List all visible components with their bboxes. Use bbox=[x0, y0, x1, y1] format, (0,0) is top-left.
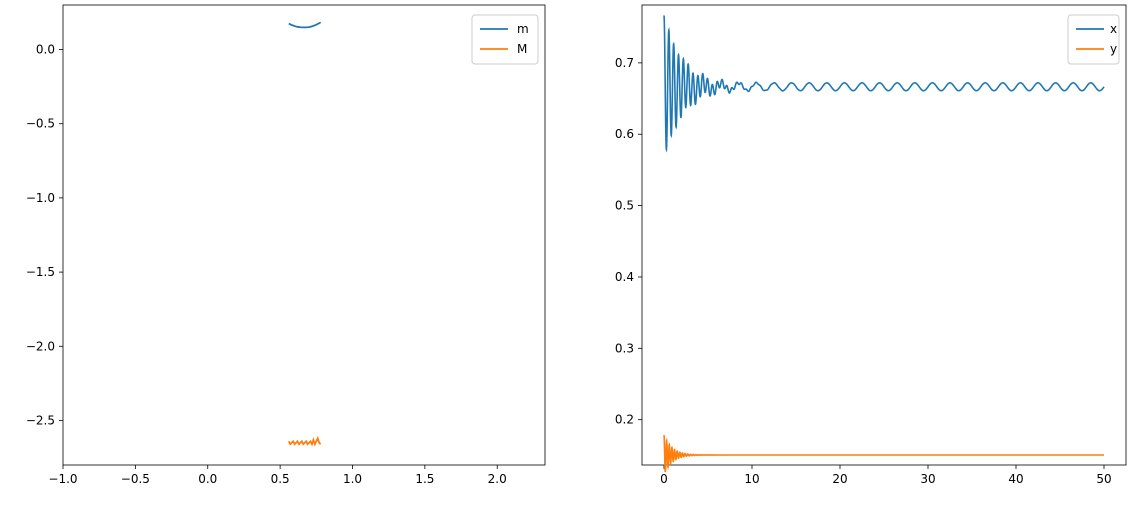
left-xtick-label: −1.0 bbox=[48, 472, 77, 486]
right-xtick-label: 40 bbox=[1008, 472, 1023, 486]
right-ytick-label: 0.4 bbox=[615, 270, 634, 284]
right-legend-label-y: y bbox=[1110, 42, 1117, 56]
right-ytick-label: 0.7 bbox=[615, 56, 634, 70]
left-xtick-label: −0.5 bbox=[121, 472, 150, 486]
left-xtick-label: 0.5 bbox=[271, 472, 290, 486]
right-xtick-label: 50 bbox=[1096, 472, 1111, 486]
right-xtick-label: 20 bbox=[832, 472, 847, 486]
right-xtick-label: 10 bbox=[744, 472, 759, 486]
left-legend: m M bbox=[471, 14, 539, 65]
left-legend-box bbox=[471, 14, 539, 65]
right-legend-label-x: x bbox=[1110, 22, 1117, 36]
right-ytick-label: 0.2 bbox=[615, 413, 634, 427]
right-legend-box bbox=[1067, 14, 1120, 65]
right-series-line-x bbox=[663, 15, 1105, 153]
right-xtick-label: 0 bbox=[660, 472, 668, 486]
right-legend: x y bbox=[1067, 14, 1120, 65]
right-series-line-y bbox=[663, 434, 1104, 473]
left-xtick-label: 0.0 bbox=[198, 472, 217, 486]
left-ytick-label: −2.5 bbox=[26, 413, 55, 427]
right-plot-area bbox=[641, 4, 1127, 466]
left-plot-area bbox=[62, 4, 546, 466]
left-xtick-label: 2.0 bbox=[488, 472, 507, 486]
left-series-line-M bbox=[287, 435, 322, 447]
left-xtick-label: 1.5 bbox=[415, 472, 434, 486]
left-legend-label-M: M bbox=[517, 42, 527, 56]
left-ticks: −1.0 −0.5 0.0 0.5 1.0 1.5 2.0 0.0 −0.5 −1.0 −1.5 −2… bbox=[26, 43, 507, 486]
left-series-group bbox=[287, 21, 322, 447]
left-series-line-m bbox=[288, 21, 322, 29]
right-ticks: 0 10 20 30 40 50 0.2 0.3 0.4 0.5 0.6 0.7 bbox=[615, 56, 1112, 486]
right-ytick-label: 0.6 bbox=[615, 127, 634, 141]
left-ytick-label: −2.0 bbox=[26, 339, 55, 353]
right-ytick-label: 0.5 bbox=[615, 199, 634, 213]
right-chart: 0 10 20 30 40 50 0.2 0.3 0.4 0.5 0.6 0.7 x y bbox=[615, 4, 1127, 486]
right-xtick-label: 30 bbox=[920, 472, 935, 486]
left-legend-label-m: m bbox=[517, 22, 529, 36]
right-ytick-label: 0.3 bbox=[615, 341, 634, 355]
left-ytick-label: −1.0 bbox=[26, 191, 55, 205]
left-ytick-label: 0.0 bbox=[36, 43, 55, 57]
left-ytick-label: −0.5 bbox=[26, 117, 55, 131]
left-chart: −1.0 −0.5 0.0 0.5 1.0 1.5 2.0 0.0 −0.5 −1.0 −1.5 −2… bbox=[26, 4, 546, 486]
left-xtick-label: 1.0 bbox=[343, 472, 362, 486]
right-series-group bbox=[663, 15, 1105, 473]
left-ytick-label: −1.5 bbox=[26, 265, 55, 279]
